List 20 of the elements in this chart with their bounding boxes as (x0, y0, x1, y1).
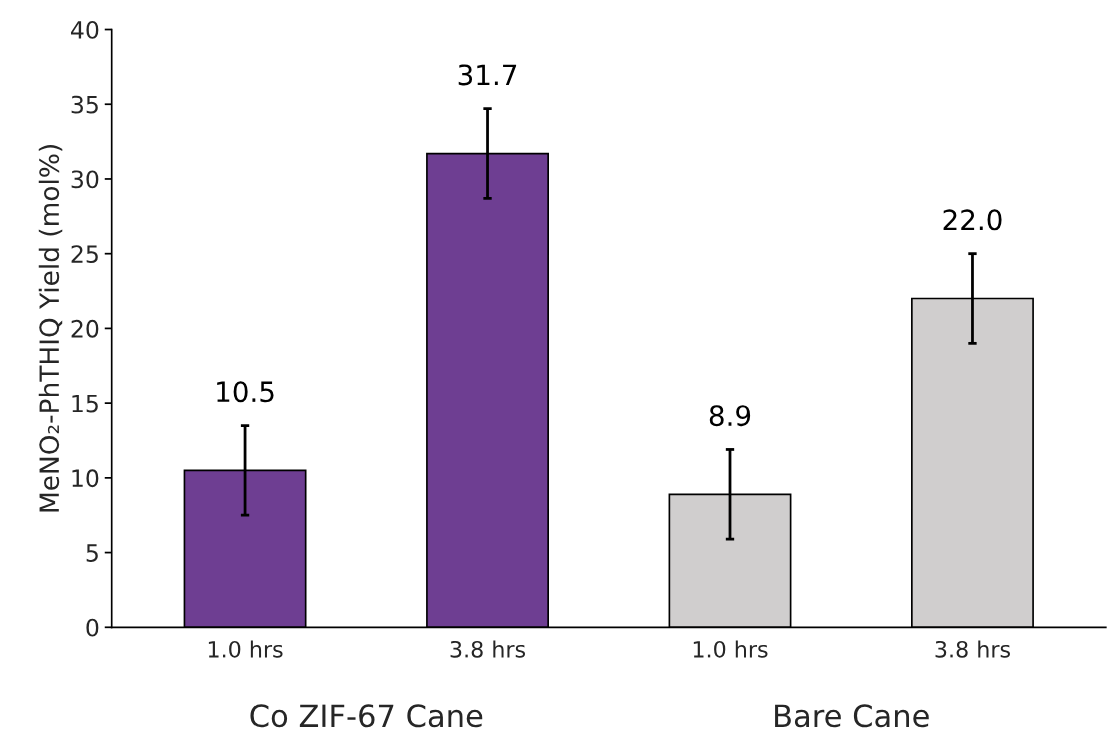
x-tick-label: 1.0 hrs (693, 640, 768, 658)
data-label: 8.9 (709, 405, 751, 427)
y-tick-label: 15 (72, 394, 98, 413)
y-tick-label: 40 (71, 20, 99, 39)
x-tick-label: 1.0 hrs (208, 640, 283, 658)
data-label: 22.0 (943, 209, 1002, 231)
x-tick-label: 3.8 hrs (450, 640, 526, 658)
y-tick-label: 0 (86, 618, 99, 637)
text: Bare Cane (775, 704, 929, 728)
y-tick-label: 20 (71, 319, 99, 338)
text: Co ZIF-67 Cane (250, 704, 483, 728)
x-tick-label: 3.8 hrs (935, 640, 1010, 658)
y-tick-label: 30 (71, 170, 99, 189)
y-tick-label: 25 (71, 245, 98, 263)
data-label: 10.5 (217, 381, 274, 403)
y-tick-label: 10 (72, 469, 99, 488)
data-label: 31.7 (458, 64, 517, 86)
y-tick-label: 5 (86, 544, 98, 562)
y-axis-title: MeNO₂-PhTHIQ Yield (mol%) (38, 145, 63, 512)
y-tick-label: 35 (71, 95, 98, 114)
